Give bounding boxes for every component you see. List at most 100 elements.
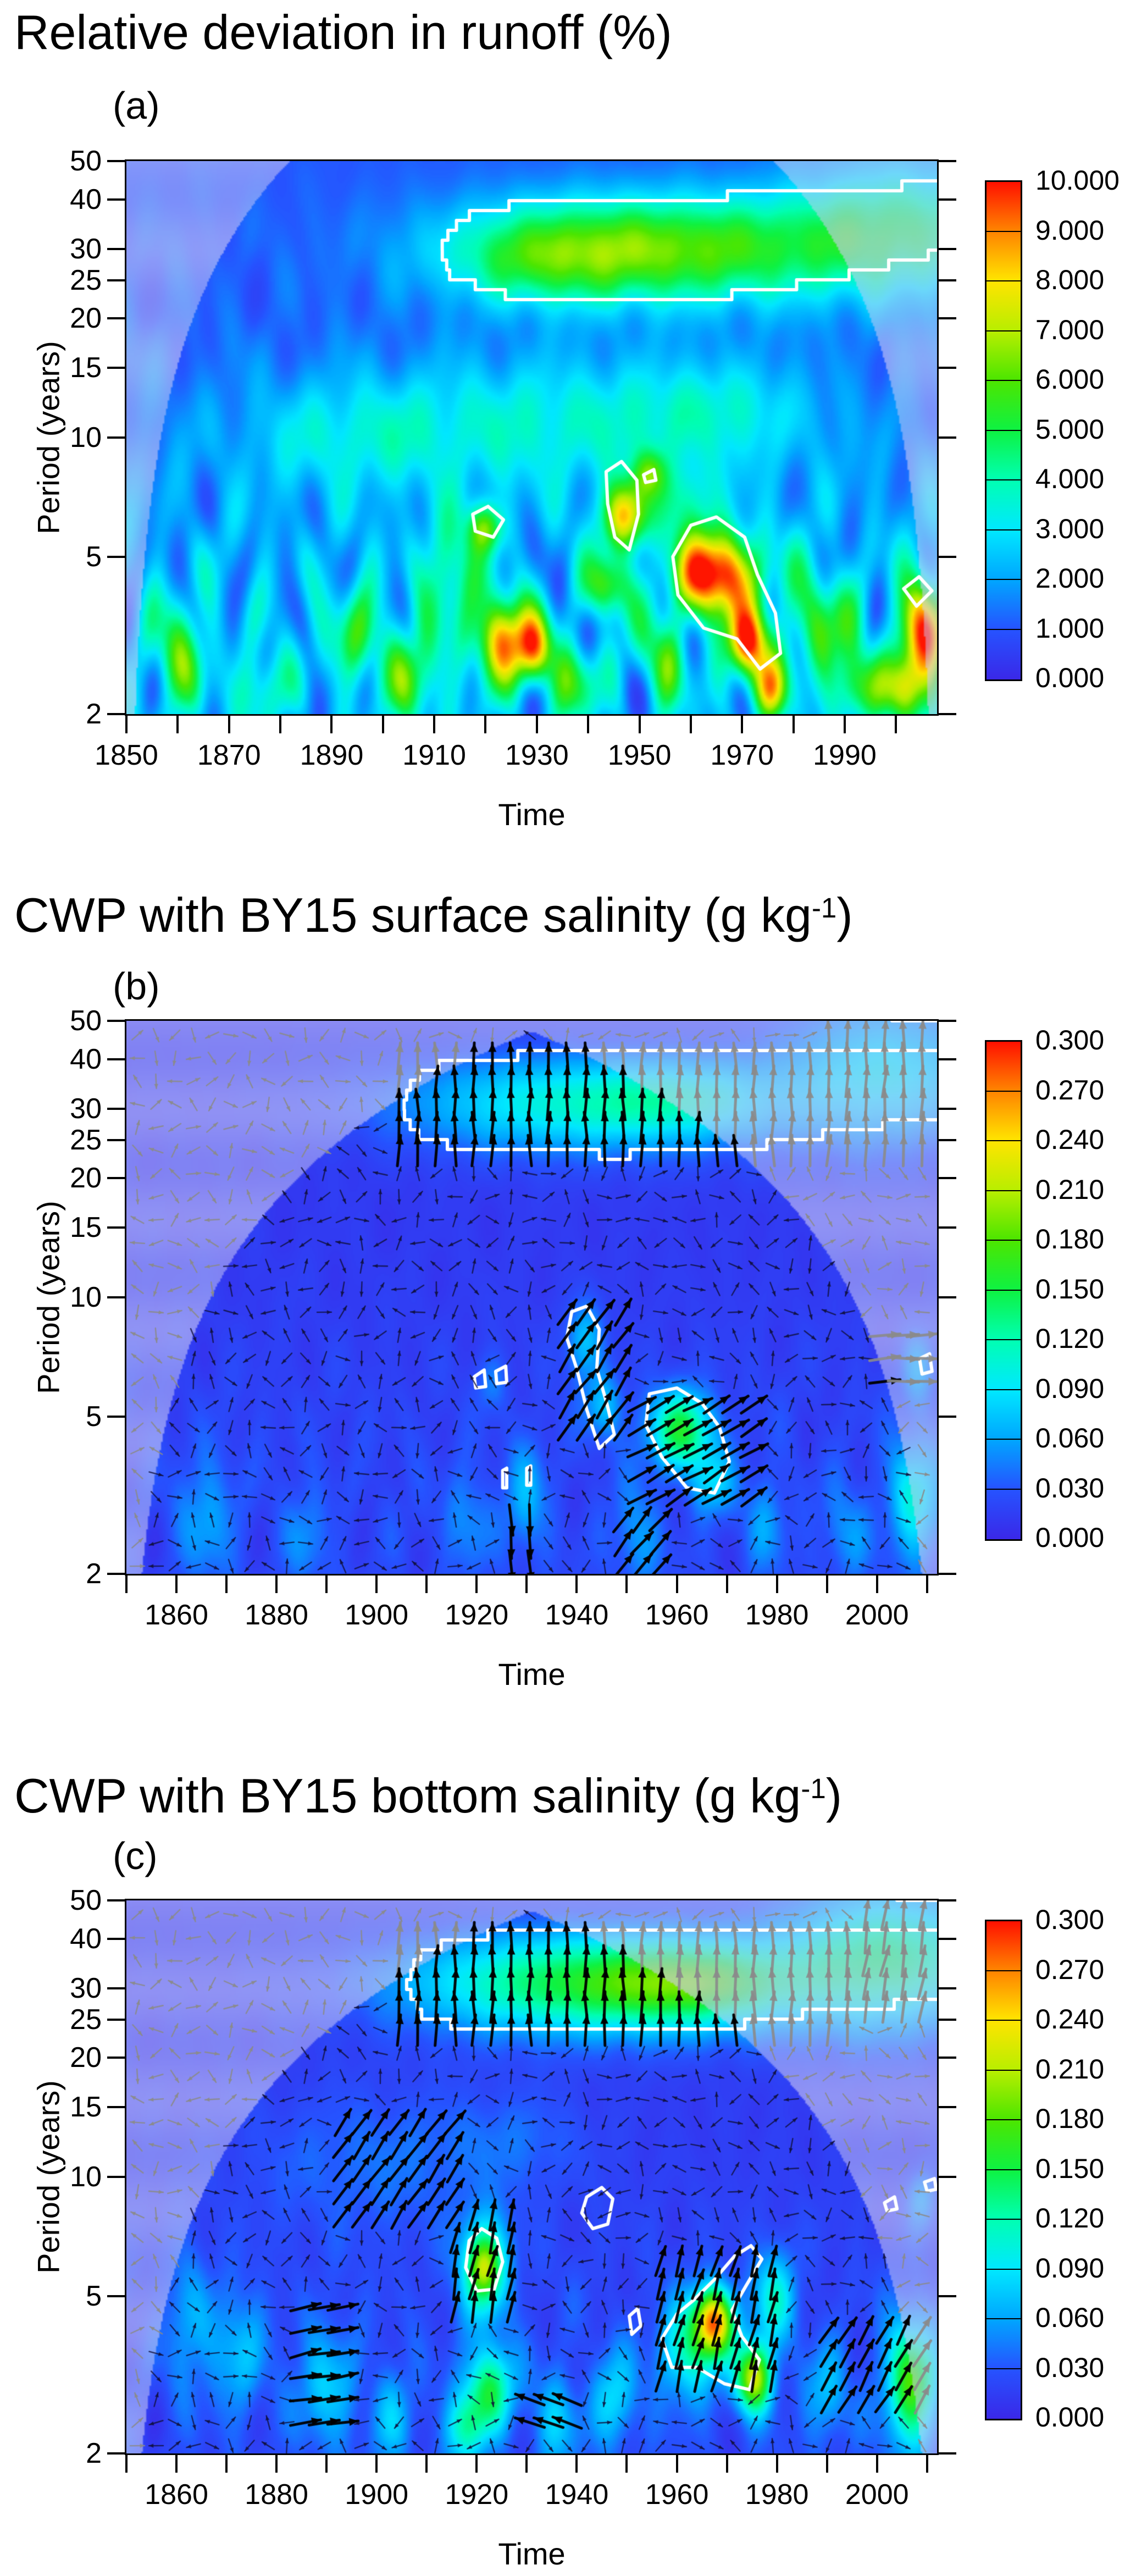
y-tick [107,317,125,320]
y-tick-label: 50 [70,145,102,177]
y-tick-label: 2 [86,1558,102,1590]
colorbar-segment [987,2170,1021,2220]
colorbar-tick-label: 0.300 [1035,1904,1105,1935]
y-tick-label: 10 [70,422,102,454]
y-tick-label: 5 [86,2280,102,2312]
x-tick [741,716,744,733]
y-tick [107,1937,125,1940]
colorbar-tick-label: 1.000 [1035,612,1105,644]
colorbar-tick-label: 0.180 [1035,1224,1105,1254]
y-tick-label: 50 [70,1005,102,1037]
x-tick [225,2455,228,2473]
y-tick-right [939,1415,956,1418]
x-tick [228,716,230,733]
colorbar-tick-label: 0.030 [1035,1472,1105,1503]
colorbar-segment [987,1340,1021,1390]
colorbar-tick-label: 8.000 [1035,264,1105,295]
x-tick [775,1576,778,1593]
x-tick-label: 1950 [607,739,672,771]
x-tick [689,716,692,733]
y-tick-right [939,2176,956,2178]
colorbar-segment [987,2120,1021,2170]
x-tick [375,2455,378,2473]
x-tick [675,2455,678,2473]
x-tick [425,2455,428,2473]
x-tick-label: 1990 [813,739,877,771]
colorbar-segment [987,530,1021,580]
colorbar-tick-label: 0.180 [1035,2103,1105,2134]
panel-c-title-sup: -1 [801,1773,826,1805]
panel-b-title: CWP with BY15 surface salinity (g kg-1) [14,887,853,943]
panel-c-title-text: CWP with BY15 bottom salinity (g kg [14,1768,801,1823]
y-tick-right [939,2106,956,2109]
y-tick [107,279,125,281]
colorbar-tick-label: 0.270 [1035,1074,1105,1105]
x-tick [775,2455,778,2473]
x-tick [375,1576,378,1593]
panel-b-title-sup: -1 [811,892,837,924]
y-tick-label: 25 [70,2003,102,2036]
y-tick-right [939,1573,956,1575]
colorbar-tick-label: 3.000 [1035,513,1105,544]
x-tick [926,1576,928,1593]
y-tick-right [939,1107,956,1110]
colorbar-segment [987,1971,1021,2021]
x-tick [330,716,333,733]
y-tick-right [939,1020,956,1022]
x-tick [175,2455,178,2473]
x-tick [525,1576,528,1593]
y-tick-label: 5 [86,540,102,573]
y-tick-label: 15 [70,1212,102,1244]
y-tick-right [939,160,956,162]
y-tick-right [939,2018,956,2021]
x-tick [926,2455,928,2473]
y-tick [107,1020,125,1022]
x-tick [587,716,590,733]
y-tick [107,1177,125,1180]
y-tick-label: 25 [70,1124,102,1156]
colorbar-tick-label: 4.000 [1035,463,1105,494]
y-tick [107,2106,125,2109]
colorbar-tick-label: 9.000 [1035,214,1105,246]
x-tick [275,2455,278,2473]
x-tick-label: 1980 [745,2479,809,2511]
y-tick-right [939,555,956,558]
y-tick [107,1899,125,1901]
panel-c-plot-area [125,1899,939,2455]
y-tick-right [939,317,956,320]
x-tick [425,1576,428,1593]
y-tick-label: 30 [70,1092,102,1125]
colorbar-tick-label: 7.000 [1035,314,1105,345]
colorbar-tick-label: 5.000 [1035,413,1105,445]
colorbar-tick-label: 0.300 [1035,1025,1105,1055]
colorbar-segment [987,381,1021,431]
x-tick [843,716,846,733]
colorbar-segment [987,1091,1021,1141]
colorbar-segment [987,2319,1021,2369]
colorbar-segment [987,1141,1021,1191]
y-tick-label: 10 [70,2161,102,2193]
colorbar-tick-label: 0.000 [1035,662,1105,693]
y-tick-label: 20 [70,2042,102,2074]
x-tick [125,716,128,733]
x-tick [176,716,179,733]
x-tick [675,1576,678,1593]
panel-c: CWP with BY15 bottom salinity (g kg-1) (… [0,1717,1136,2576]
x-tick [575,1576,578,1593]
y-tick-right [939,279,956,281]
colorbar-segment [987,1241,1021,1291]
panel-c-title: CWP with BY15 bottom salinity (g kg-1) [14,1768,842,1824]
colorbar-tick-label: 0.090 [1035,1373,1105,1404]
y-tick [107,198,125,201]
panel-b-title-text: CWP with BY15 surface salinity (g kg [14,888,812,942]
x-tick [275,1576,278,1593]
y-tick [107,2452,125,2455]
x-tick [825,1576,828,1593]
y-tick-right [939,1226,956,1229]
panel-b-plot-area [125,1019,939,1576]
y-tick-right [939,2452,956,2455]
panel-c-wavelet-heatmap [126,1900,937,2453]
y-tick [107,367,125,369]
y-tick-label: 50 [70,1884,102,1916]
y-tick [107,1138,125,1141]
